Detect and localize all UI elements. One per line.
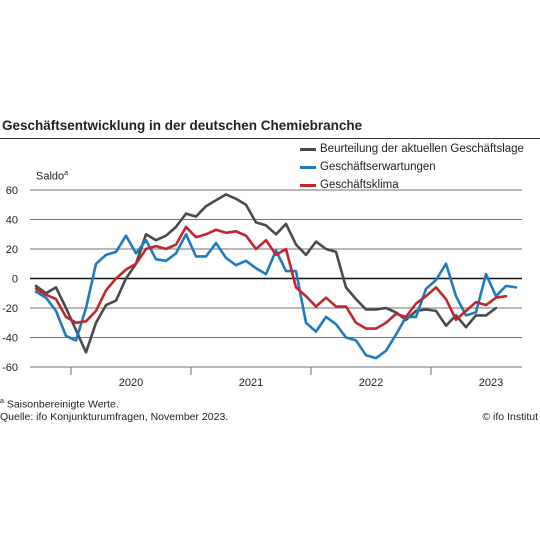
y-tick-labels: 60 40 20 0 -20 -40 -60: [2, 185, 18, 374]
legend-label-klima: Geschäftsklima: [320, 179, 399, 191]
x-tick-label-2021: 2021: [239, 377, 263, 389]
y-tick-label: 0: [12, 274, 18, 286]
y-tick-label: 60: [6, 185, 18, 197]
legend-item-lage: Beurteilung der aktuellen Geschäftslage: [300, 140, 524, 158]
x-tick-label-2023: 2023: [479, 377, 503, 389]
legend-item-klima: Geschäftsklima: [300, 176, 524, 194]
x-tick-label-2022: 2022: [359, 377, 383, 389]
legend-swatch-lage: [300, 147, 316, 151]
legend-label-lage: Beurteilung der aktuellen Geschäftslage: [320, 143, 524, 155]
y-tick-label: -40: [2, 333, 18, 345]
title-rule: [0, 138, 540, 139]
legend-label-erwartungen: Geschäftserwartungen: [320, 161, 436, 173]
line-chart: 60 40 20 0 -20 -40 -60 2020 2021 2022 2023: [2, 185, 522, 389]
legend-swatch-erwartungen: [300, 165, 316, 169]
y-axis-label-text: Saldo: [36, 170, 65, 183]
footnote-text: Saisonbereinigte Werte.: [6, 398, 119, 411]
footnote: a Saisonbereinigte Werte.: [0, 398, 119, 411]
series-lines: [34, 193, 518, 360]
y-tick-label: 20: [6, 244, 18, 256]
y-axis-label: Saldoa: [36, 170, 68, 183]
legend: Beurteilung der aktuellen Geschäftslage …: [300, 140, 524, 194]
x-tick-label-2020: 2020: [119, 377, 143, 389]
source-note: Quelle: ifo Konjunkturumfragen, November…: [0, 411, 229, 423]
copyright-credit: © ifo Institut: [482, 411, 538, 423]
series-line-2: [34, 225, 508, 330]
grid-lines: [30, 189, 522, 368]
y-tick-label: -20: [2, 303, 18, 315]
y-axis-label-marker: a: [64, 170, 69, 177]
y-tick-label: -60: [2, 362, 18, 374]
x-tick-labels: 2020 2021 2022 2023: [70, 367, 503, 389]
legend-swatch-klima: [300, 183, 316, 187]
series-line-1: [34, 233, 518, 360]
y-tick-label: 40: [6, 215, 18, 227]
legend-item-erwartungen: Geschäftserwartungen: [300, 158, 524, 176]
chart-title: Geschäftsentwicklung in der deutschen Ch…: [2, 118, 363, 133]
footnote-marker: a: [0, 398, 4, 405]
